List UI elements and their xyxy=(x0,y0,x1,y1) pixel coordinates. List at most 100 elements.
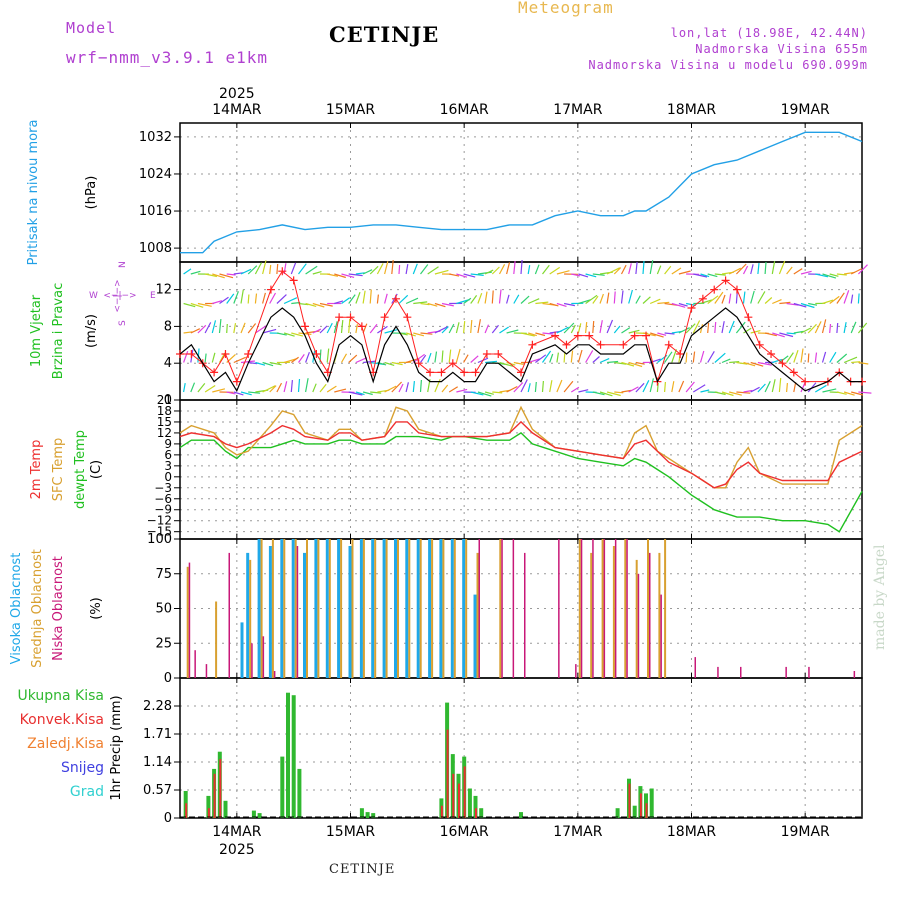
wind-gust-marker xyxy=(266,285,275,294)
time-label-top: 16MAR xyxy=(440,102,489,118)
high-cloud-bar xyxy=(280,539,284,678)
low-cloud-bar xyxy=(580,539,583,678)
wind-arrow xyxy=(412,263,418,275)
time-label-bottom: 16MAR xyxy=(440,824,489,840)
wind-arrow xyxy=(628,289,633,304)
convective-precip-bar xyxy=(207,808,210,818)
wind-arrow xyxy=(340,353,348,363)
wind-arrow xyxy=(843,322,847,334)
time-label-bottom: 19MAR xyxy=(781,824,830,840)
wind-arrow xyxy=(491,266,500,275)
wind-arrow xyxy=(463,297,472,304)
wind-arrow xyxy=(262,328,277,334)
panel-unit: (m/s) xyxy=(84,314,99,348)
y-tick-label: 3 xyxy=(164,459,172,473)
model-name: wrf−nmm_v3.9.1 e1km xyxy=(66,48,269,67)
wind-arrow xyxy=(778,260,786,275)
wind-gust-marker xyxy=(767,350,776,358)
wind-arrow xyxy=(355,357,368,364)
wind-arrow xyxy=(757,291,766,304)
pressure-line xyxy=(180,131,863,254)
wind-arrow xyxy=(735,263,747,275)
mid-cloud-bar xyxy=(431,539,434,678)
mid-cloud-bar xyxy=(408,539,411,678)
wind-arrow xyxy=(649,298,661,305)
wind-arrow xyxy=(764,297,773,304)
wind-arrow xyxy=(348,391,363,396)
wind-arrow xyxy=(470,295,478,304)
wind-arrow xyxy=(642,380,650,393)
wind-arrow xyxy=(384,329,398,334)
low-cloud-bar xyxy=(558,539,560,678)
wind-arrow xyxy=(764,261,767,275)
wind-arrow xyxy=(506,329,519,334)
high-cloud-bar xyxy=(439,539,443,678)
total-precip-bar xyxy=(615,808,620,818)
wind-arrow xyxy=(692,320,701,334)
convective-precip-bar xyxy=(446,729,449,818)
wind-arrow xyxy=(204,273,218,278)
wind-gust-marker xyxy=(755,340,764,349)
wind-arrow xyxy=(714,321,717,334)
mid-cloud-bar xyxy=(362,539,365,678)
wind-arrow xyxy=(772,358,782,364)
wind-arrow xyxy=(391,381,403,393)
mid-cloud-bar xyxy=(306,539,308,678)
wind-arrow xyxy=(355,324,358,334)
wind-arrow xyxy=(728,267,742,275)
panel-label: SFC Temp xyxy=(51,438,66,502)
wind-arrow xyxy=(757,383,766,393)
wind-arrow xyxy=(513,261,516,275)
wind-arrow xyxy=(685,381,695,393)
wind-gust-marker xyxy=(585,331,594,340)
wind-arrow xyxy=(240,360,255,364)
low-cloud-bar xyxy=(524,552,526,678)
total-precip-bar xyxy=(280,756,285,818)
wind-arrow xyxy=(851,391,864,396)
wind-arrow xyxy=(843,391,855,396)
low-cloud-bar xyxy=(785,666,787,678)
wind-gust-marker xyxy=(676,350,685,358)
wind-gust-marker xyxy=(289,276,298,285)
wind-arrow xyxy=(362,323,368,334)
wind-gust-marker xyxy=(278,267,287,276)
wind-arrow xyxy=(563,302,576,307)
wind-arrow xyxy=(463,273,476,278)
convective-precip-bar xyxy=(452,773,455,818)
wind-arrow xyxy=(226,391,236,395)
y-tick-label: 0 xyxy=(164,811,172,826)
wind-arrow xyxy=(836,391,847,395)
wind-arrow xyxy=(506,294,510,304)
wind-arrow xyxy=(829,273,839,277)
wind-arrow xyxy=(729,361,740,364)
time-label-bottom: 14MAR xyxy=(212,824,261,840)
wind-arrow xyxy=(628,263,632,275)
compass-n: N xyxy=(118,261,128,268)
wind-arrow xyxy=(233,322,237,334)
mid-cloud-bar xyxy=(442,539,445,678)
wind-arrow xyxy=(448,349,452,363)
wind-gust-marker xyxy=(732,285,741,294)
low-cloud-bar xyxy=(205,664,208,678)
wind-arrow xyxy=(843,356,858,364)
high-cloud-bar xyxy=(314,539,318,678)
wind-arrow xyxy=(348,294,356,304)
wind-arrow xyxy=(685,323,696,334)
wind-arrow xyxy=(491,324,499,334)
total-precip-bar xyxy=(479,808,484,818)
wind-arrow xyxy=(240,391,252,396)
wind-arrow xyxy=(485,360,498,364)
wind-arrow xyxy=(255,361,266,366)
wind-arrow xyxy=(613,291,616,304)
wind-arrow xyxy=(183,268,192,275)
wind-arrow xyxy=(678,380,685,393)
wind-arrow xyxy=(212,388,226,393)
wind-arrow xyxy=(786,266,793,275)
wind-arrow xyxy=(851,361,861,364)
wind-arrow xyxy=(742,291,746,304)
mid-cloud-bar xyxy=(294,539,297,678)
wind-gust-marker xyxy=(346,313,355,322)
wind-arrow xyxy=(613,267,622,275)
wind-arrow xyxy=(334,300,344,305)
